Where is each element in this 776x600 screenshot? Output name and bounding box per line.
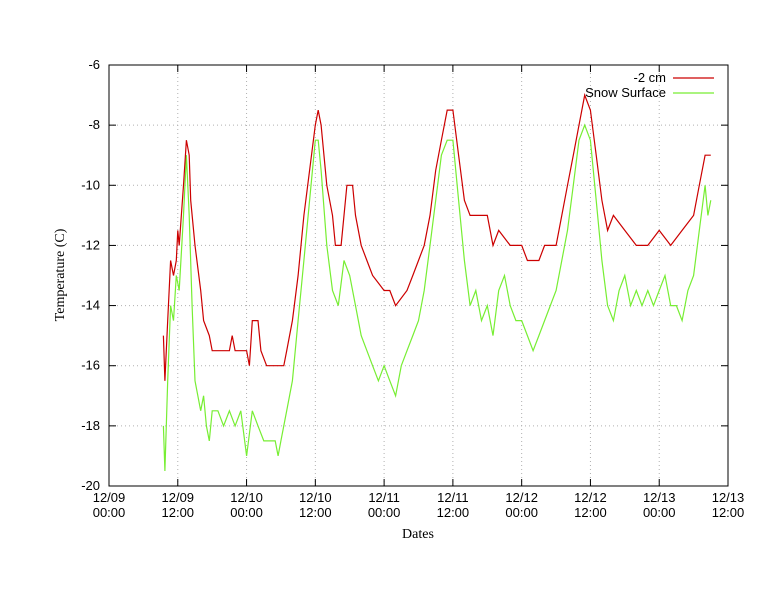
x-axis-title: Dates bbox=[402, 527, 434, 542]
x-tick-label-date: 12/13 bbox=[712, 490, 745, 505]
plot-frame bbox=[108, 64, 729, 487]
x-tick-label-time: 12:00 bbox=[162, 505, 195, 520]
x-tick-label-time: 00:00 bbox=[505, 505, 538, 520]
x-tick-label-date: 12/11 bbox=[437, 490, 469, 505]
x-tick-label-date: 12/09 bbox=[162, 490, 195, 505]
series-line-2-cm bbox=[162, 92, 711, 381]
grid-lines bbox=[109, 65, 728, 486]
y-tick-label: -12 bbox=[81, 237, 100, 252]
y-tick-label: -16 bbox=[81, 358, 100, 373]
y-tick-label: -8 bbox=[88, 117, 100, 132]
x-tick-label-time: 12:00 bbox=[574, 505, 607, 520]
y-tick-label: -20 bbox=[81, 478, 100, 493]
x-tick-label-date: 12/10 bbox=[299, 490, 332, 505]
x-tick-label-date: 12/11 bbox=[368, 490, 400, 505]
series-line-snow-surface bbox=[162, 123, 712, 472]
x-tick-label-time: 00:00 bbox=[368, 505, 401, 520]
x-tick-label-date: 12/12 bbox=[505, 490, 538, 505]
x-tick-label-time: 00:00 bbox=[230, 505, 263, 520]
x-tick-label-time: 00:00 bbox=[643, 505, 676, 520]
legend-label: Snow Surface bbox=[585, 85, 666, 100]
x-axis-ticks: 12/0900:0012/0912:0012/1000:0012/1012:00… bbox=[93, 65, 745, 520]
y-tick-label: -6 bbox=[88, 57, 100, 72]
y-tick-label: -14 bbox=[81, 298, 100, 313]
x-tick-label-date: 12/09 bbox=[93, 490, 126, 505]
plot-area bbox=[162, 92, 712, 472]
x-tick-label-date: 12/10 bbox=[230, 490, 263, 505]
x-tick-label-time: 12:00 bbox=[299, 505, 332, 520]
x-tick-label-time: 00:00 bbox=[93, 505, 126, 520]
x-tick-label-date: 12/12 bbox=[574, 490, 607, 505]
y-tick-label: -10 bbox=[81, 177, 100, 192]
y-axis-title: Temperature (C) bbox=[53, 228, 68, 321]
y-tick-label: -18 bbox=[81, 418, 100, 433]
y-axis-ticks: -20 -18 -16 -14 -12 -10 -8 -6 bbox=[81, 57, 728, 493]
x-tick-label-time: 12:00 bbox=[712, 505, 745, 520]
x-tick-label-date: 12/13 bbox=[643, 490, 676, 505]
x-tick-label-time: 12:00 bbox=[437, 505, 470, 520]
legend-label: -2 cm bbox=[634, 70, 667, 85]
